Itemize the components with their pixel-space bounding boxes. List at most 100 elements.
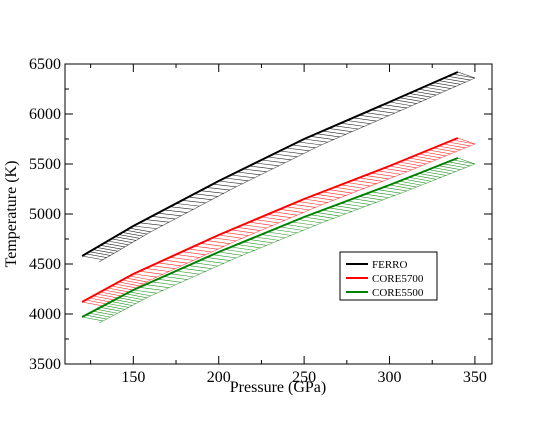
band-edge-core5700 xyxy=(99,143,476,309)
band-hatch-ferro xyxy=(194,193,218,197)
band-hatch-core5700 xyxy=(133,273,157,278)
band-hatch-core5500 xyxy=(236,244,261,249)
band-hatch-ferro xyxy=(243,168,267,173)
band-hatch-ferro xyxy=(175,203,200,207)
series-line-core5700 xyxy=(81,137,459,303)
band-hatch-core5700 xyxy=(457,137,476,145)
band-hatch-ferro xyxy=(334,125,359,130)
band-edge-core5500 xyxy=(99,163,476,324)
band-hatch-core5500 xyxy=(452,159,475,165)
band-hatch-core5700 xyxy=(243,224,267,229)
band-hatch-core5700 xyxy=(82,301,104,307)
band-hatch-core5700 xyxy=(145,268,170,272)
band-hatch-ferro xyxy=(114,236,136,241)
band-hatch-ferro xyxy=(107,240,129,246)
band-hatch-core5500 xyxy=(169,273,194,278)
band-hatch-core5700 xyxy=(352,179,377,184)
band-hatch-core5500 xyxy=(82,316,104,322)
band-hatch-core5700 xyxy=(418,153,442,159)
band-hatch-core5700 xyxy=(404,159,427,165)
band-hatch-ferro xyxy=(230,174,255,179)
band-hatch-ferro xyxy=(340,122,365,127)
band-hatch-ferro xyxy=(328,128,353,132)
band-hatch-core5500 xyxy=(114,299,136,304)
band-hatch-core5700 xyxy=(428,149,451,155)
band-hatch-core5500 xyxy=(316,212,340,217)
band-hatch-core5700 xyxy=(230,229,255,234)
band-hatch-core5700 xyxy=(358,177,383,182)
band-hatch-core5500 xyxy=(118,297,140,302)
band-hatch-ferro xyxy=(448,75,471,81)
band-hatch-core5700 xyxy=(89,297,111,303)
band-hatch-core5500 xyxy=(230,246,255,251)
band-hatch-ferro xyxy=(418,88,442,94)
band-hatch-core5700 xyxy=(188,248,212,253)
band-hatch-core5500 xyxy=(383,186,407,192)
band-hatch-core5500 xyxy=(428,169,451,174)
band-hatch-ferro xyxy=(188,196,212,200)
band-hatch-core5700 xyxy=(175,254,200,258)
band-hatch-core5700 xyxy=(285,206,310,211)
band-hatch-core5500 xyxy=(322,209,346,215)
band-hatch-core5500 xyxy=(85,314,107,320)
band-hatch-core5500 xyxy=(89,312,111,318)
band-hatch-ferro xyxy=(457,71,476,79)
band-hatch-ferro xyxy=(408,93,432,98)
band-hatch-ferro xyxy=(145,219,170,223)
band-hatch-ferro xyxy=(413,90,437,96)
band-hatch-core5700 xyxy=(279,208,304,213)
legend-label: CORE5500 xyxy=(372,287,424,299)
band-hatch-ferro xyxy=(371,109,395,114)
band-hatch-core5700 xyxy=(304,198,328,203)
band-hatch-core5500 xyxy=(145,284,170,289)
band-hatch-core5500 xyxy=(443,163,466,169)
band-hatch-core5700 xyxy=(334,186,359,192)
series-lines xyxy=(81,71,459,318)
band-hatch-core5700 xyxy=(383,168,407,173)
band-hatch-ferro xyxy=(365,112,389,117)
band-hatch-core5500 xyxy=(297,219,322,224)
y-tick-label: 5000 xyxy=(29,206,61,223)
band-hatch-core5700 xyxy=(224,232,249,237)
band-hatch-core5700 xyxy=(96,293,118,299)
band-hatch-core5500 xyxy=(111,301,133,306)
band-hatch-ferro xyxy=(93,249,115,254)
band-hatch-core5700 xyxy=(399,161,422,167)
band-hatch-ferro xyxy=(399,97,422,102)
band-hatch-core5700 xyxy=(328,189,353,194)
band-hatch-core5500 xyxy=(163,276,188,280)
band-hatch-core5700 xyxy=(322,191,346,196)
band-hatch-core5700 xyxy=(452,139,475,145)
legend-label: FERRO xyxy=(372,259,408,271)
x-tick-label: 300 xyxy=(378,369,402,386)
band-hatch-core5500 xyxy=(139,286,163,291)
band-hatch-core5500 xyxy=(100,307,122,312)
band-hatch-core5500 xyxy=(224,249,249,254)
band-hatch-core5700 xyxy=(114,283,136,289)
band-hatch-core5500 xyxy=(371,191,395,196)
band-hatch-core5700 xyxy=(267,214,292,219)
band-hatch-core5500 xyxy=(212,254,237,259)
band-hatch-core5700 xyxy=(340,184,365,189)
band-hatch-core5700 xyxy=(408,157,432,163)
band-hatch-ferro xyxy=(297,141,322,146)
band-hatch-core5500 xyxy=(413,175,437,180)
band-hatch-core5700 xyxy=(448,141,471,147)
band-hatch-core5700 xyxy=(206,240,231,244)
band-hatch-ferro xyxy=(103,242,126,248)
band-hatch-core5700 xyxy=(139,270,163,275)
band-hatch-core5500 xyxy=(448,161,471,167)
band-hatch-core5500 xyxy=(243,241,267,246)
band-hatch-core5500 xyxy=(267,231,292,236)
band-hatch-core5700 xyxy=(394,163,417,169)
band-hatch-ferro xyxy=(96,247,118,252)
band-hatch-core5700 xyxy=(423,151,446,157)
band-hatch-core5500 xyxy=(365,193,389,199)
band-hatch-core5700 xyxy=(433,147,456,153)
band-hatch-core5500 xyxy=(182,267,206,272)
band-hatch-core5500 xyxy=(358,196,383,201)
band-hatch-ferro xyxy=(206,187,231,191)
band-hatch-ferro xyxy=(443,78,466,83)
band-hatch-core5500 xyxy=(125,293,147,299)
